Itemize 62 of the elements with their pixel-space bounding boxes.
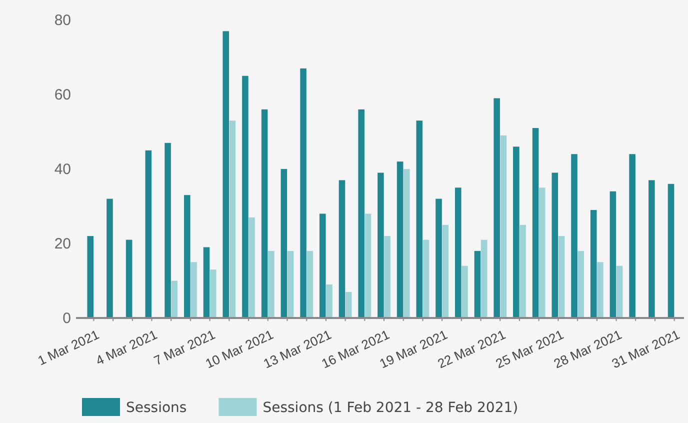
bar <box>280 169 288 318</box>
bar <box>203 247 210 318</box>
bar <box>532 128 539 318</box>
bar <box>345 292 352 318</box>
bar <box>552 172 558 318</box>
bar <box>171 280 178 318</box>
bar <box>248 217 255 318</box>
bar <box>222 31 229 318</box>
y-tick-label: 60 <box>54 86 71 104</box>
bar <box>520 224 526 318</box>
bar <box>454 188 462 318</box>
bar <box>597 262 604 318</box>
bar <box>338 180 346 318</box>
bar <box>164 142 171 318</box>
bar <box>145 150 152 318</box>
bar <box>480 240 488 318</box>
bar <box>494 98 500 318</box>
bar <box>578 250 584 318</box>
bar <box>378 172 384 318</box>
y-tick-label: 80 <box>54 12 71 29</box>
bar <box>404 169 410 318</box>
bar <box>106 198 113 318</box>
bar <box>229 120 236 318</box>
bar <box>384 236 390 318</box>
bar <box>326 284 332 318</box>
bar <box>436 198 442 318</box>
bar <box>287 250 294 318</box>
bar <box>442 224 449 318</box>
bar <box>319 214 326 318</box>
bar <box>590 210 597 318</box>
bar <box>364 214 372 318</box>
bar <box>513 146 520 318</box>
bar <box>629 154 636 318</box>
bar <box>416 120 423 318</box>
bar <box>616 266 623 318</box>
bar <box>500 135 507 318</box>
bar <box>300 68 306 318</box>
bar <box>306 250 314 318</box>
bar <box>126 240 132 318</box>
bar <box>474 250 481 318</box>
bar <box>610 191 616 318</box>
bar <box>422 240 430 318</box>
bar <box>261 109 268 318</box>
bar <box>571 154 578 318</box>
bar <box>648 180 655 318</box>
y-tick-label: 0 <box>62 310 71 327</box>
legend-label: Sessions <box>126 400 187 416</box>
bar <box>210 270 216 318</box>
bar <box>668 184 674 318</box>
bar <box>539 188 546 318</box>
y-tick-label: 40 <box>54 160 71 178</box>
bar <box>184 195 190 318</box>
legend-label: Sessions (1 Feb 2021 - 28 Feb 2021) <box>262 400 518 416</box>
y-tick-label: 20 <box>54 235 71 252</box>
bar <box>242 76 248 318</box>
bar <box>87 236 94 318</box>
bar <box>462 266 468 318</box>
bar <box>358 109 364 318</box>
bar <box>396 162 404 318</box>
bar <box>558 236 565 318</box>
bar <box>190 262 197 318</box>
bar <box>268 250 274 318</box>
